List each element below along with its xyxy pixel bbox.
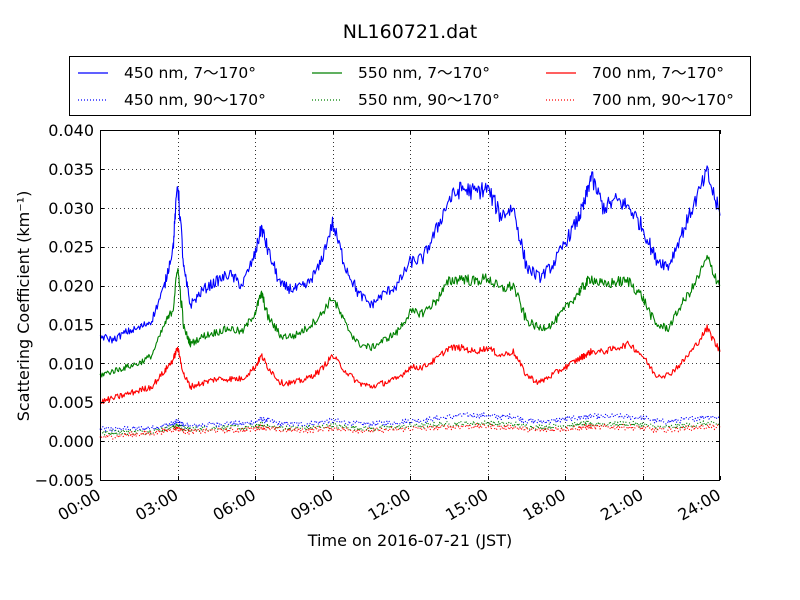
x-tick-label: 15:00 xyxy=(442,485,491,525)
x-tick-label: 18:00 xyxy=(520,485,569,525)
series-layer xyxy=(99,165,721,440)
legend-label: 700 nm, 7～170° xyxy=(592,64,724,82)
legend-label: 450 nm, 90～170° xyxy=(124,91,266,109)
series-line xyxy=(99,412,721,432)
x-tick-label: 09:00 xyxy=(287,485,336,525)
series-line xyxy=(99,324,721,404)
x-tick-label: 06:00 xyxy=(210,485,259,525)
y-tick-label: 0.035 xyxy=(48,160,94,179)
x-tick-label: 24:00 xyxy=(675,485,724,525)
x-tick-label: 03:00 xyxy=(132,485,181,525)
x-tick-label: 12:00 xyxy=(365,485,414,525)
y-tick-label: 0.015 xyxy=(48,315,94,334)
y-tick-label: 0.000 xyxy=(48,432,94,451)
grid-lines xyxy=(100,130,720,480)
y-tick-label: 0.040 xyxy=(48,121,94,140)
legend: 450 nm, 7～170° 450 nm, 90～170° 550 nm, 7～1… xyxy=(69,56,751,116)
y-tick-label: 0.005 xyxy=(48,393,94,412)
legend-label: 550 nm, 7～170° xyxy=(358,64,490,82)
y-tick-label: 0.025 xyxy=(48,238,94,257)
series-line xyxy=(99,423,721,440)
y-tick-label: 0.010 xyxy=(48,354,94,373)
legend-frame xyxy=(69,56,751,116)
y-tick-label: −0.005 xyxy=(35,471,94,490)
x-tick-labels: 00:00 03:00 06:00 09:00 12:00 15:00 18:00 21:00… xyxy=(55,485,724,525)
legend-label: 700 nm, 90～170° xyxy=(592,91,734,109)
y-tick-label: 0.020 xyxy=(48,277,94,296)
x-tick-label: 21:00 xyxy=(597,485,646,525)
legend-label: 450 nm, 7～170° xyxy=(124,64,256,82)
x-axis-label: Time on 2016-07-21 (JST) xyxy=(307,531,512,550)
x-tick-label: 00:00 xyxy=(55,485,104,525)
series-line xyxy=(99,420,721,436)
legend-label: 550 nm, 90～170° xyxy=(358,91,500,109)
series-line xyxy=(99,254,721,378)
series-line xyxy=(99,165,721,344)
y-tick-label: 0.030 xyxy=(48,199,94,218)
chart-title: NL160721.dat xyxy=(343,21,478,43)
ticks xyxy=(100,130,721,481)
y-axis-label: Scattering Coefficient (km⁻¹) xyxy=(14,191,33,422)
y-tick-labels: −0.005 0.000 0.005 0.010 0.015 0.020 0.025 0.03… xyxy=(35,121,94,490)
